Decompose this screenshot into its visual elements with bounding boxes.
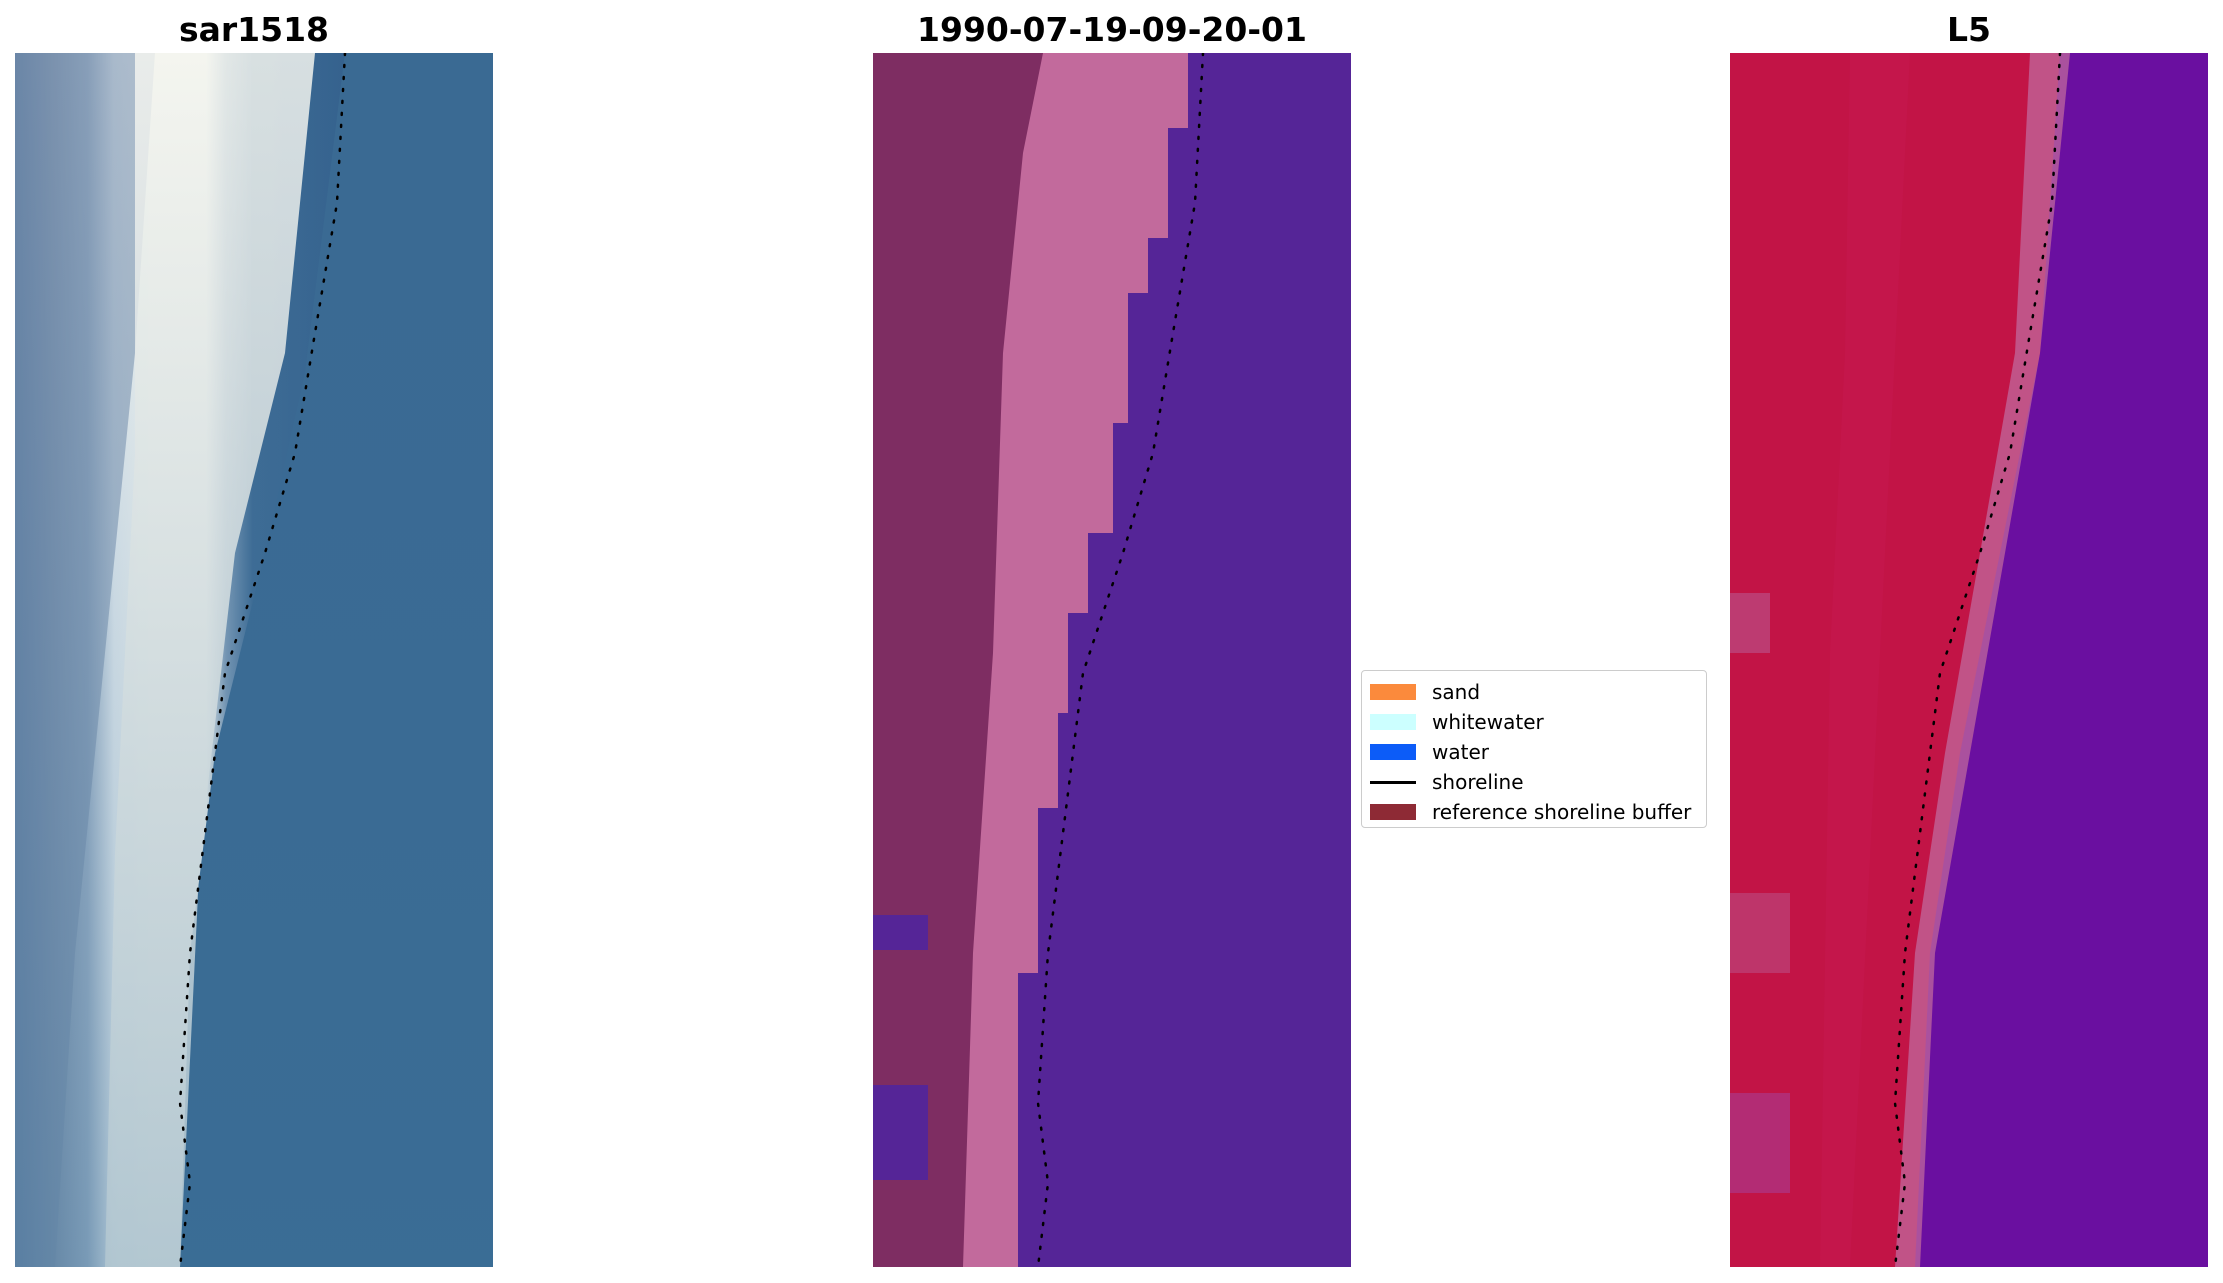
rgb-image-panel: [15, 53, 493, 1267]
legend-item-sand: sand: [1370, 677, 1698, 707]
legend-label-water: water: [1432, 740, 1489, 764]
shoreline-dots-index: [1893, 53, 2062, 1267]
panel-title-rgb: sar1518: [178, 10, 330, 49]
water-swatch: [1370, 744, 1416, 760]
legend-label-reference-buffer: reference shoreline buffer: [1432, 800, 1692, 824]
shoreline-dots-rgb: [178, 53, 347, 1267]
legend-label-sand: sand: [1432, 680, 1481, 704]
index-image-panel: [1730, 53, 2208, 1267]
shoreline-line-swatch: [1370, 780, 1416, 784]
shoreline-dots-classified: [1036, 53, 1205, 1267]
legend-item-reference-buffer: reference shoreline buffer: [1370, 797, 1698, 827]
legend-item-whitewater: whitewater: [1370, 707, 1698, 737]
index-image: [1730, 53, 2208, 1267]
classified-image-panel: [873, 53, 1351, 1267]
whitewater-swatch: [1370, 714, 1416, 730]
rgb-image: [15, 53, 493, 1267]
legend-label-whitewater: whitewater: [1432, 710, 1544, 734]
sand-swatch: [1370, 684, 1416, 700]
panel-title-index: L5: [1947, 10, 1991, 49]
legend-item-water: water: [1370, 737, 1698, 767]
reference-buffer-swatch: [1370, 804, 1416, 820]
panel-title-classified: 1990-07-19-09-20-01: [917, 10, 1307, 49]
legend-label-shoreline: shoreline: [1432, 770, 1524, 794]
legend-item-shoreline: shoreline: [1370, 767, 1698, 797]
classified-image: [873, 53, 1351, 1267]
legend: sand whitewater water shoreline referenc…: [1361, 670, 1707, 828]
